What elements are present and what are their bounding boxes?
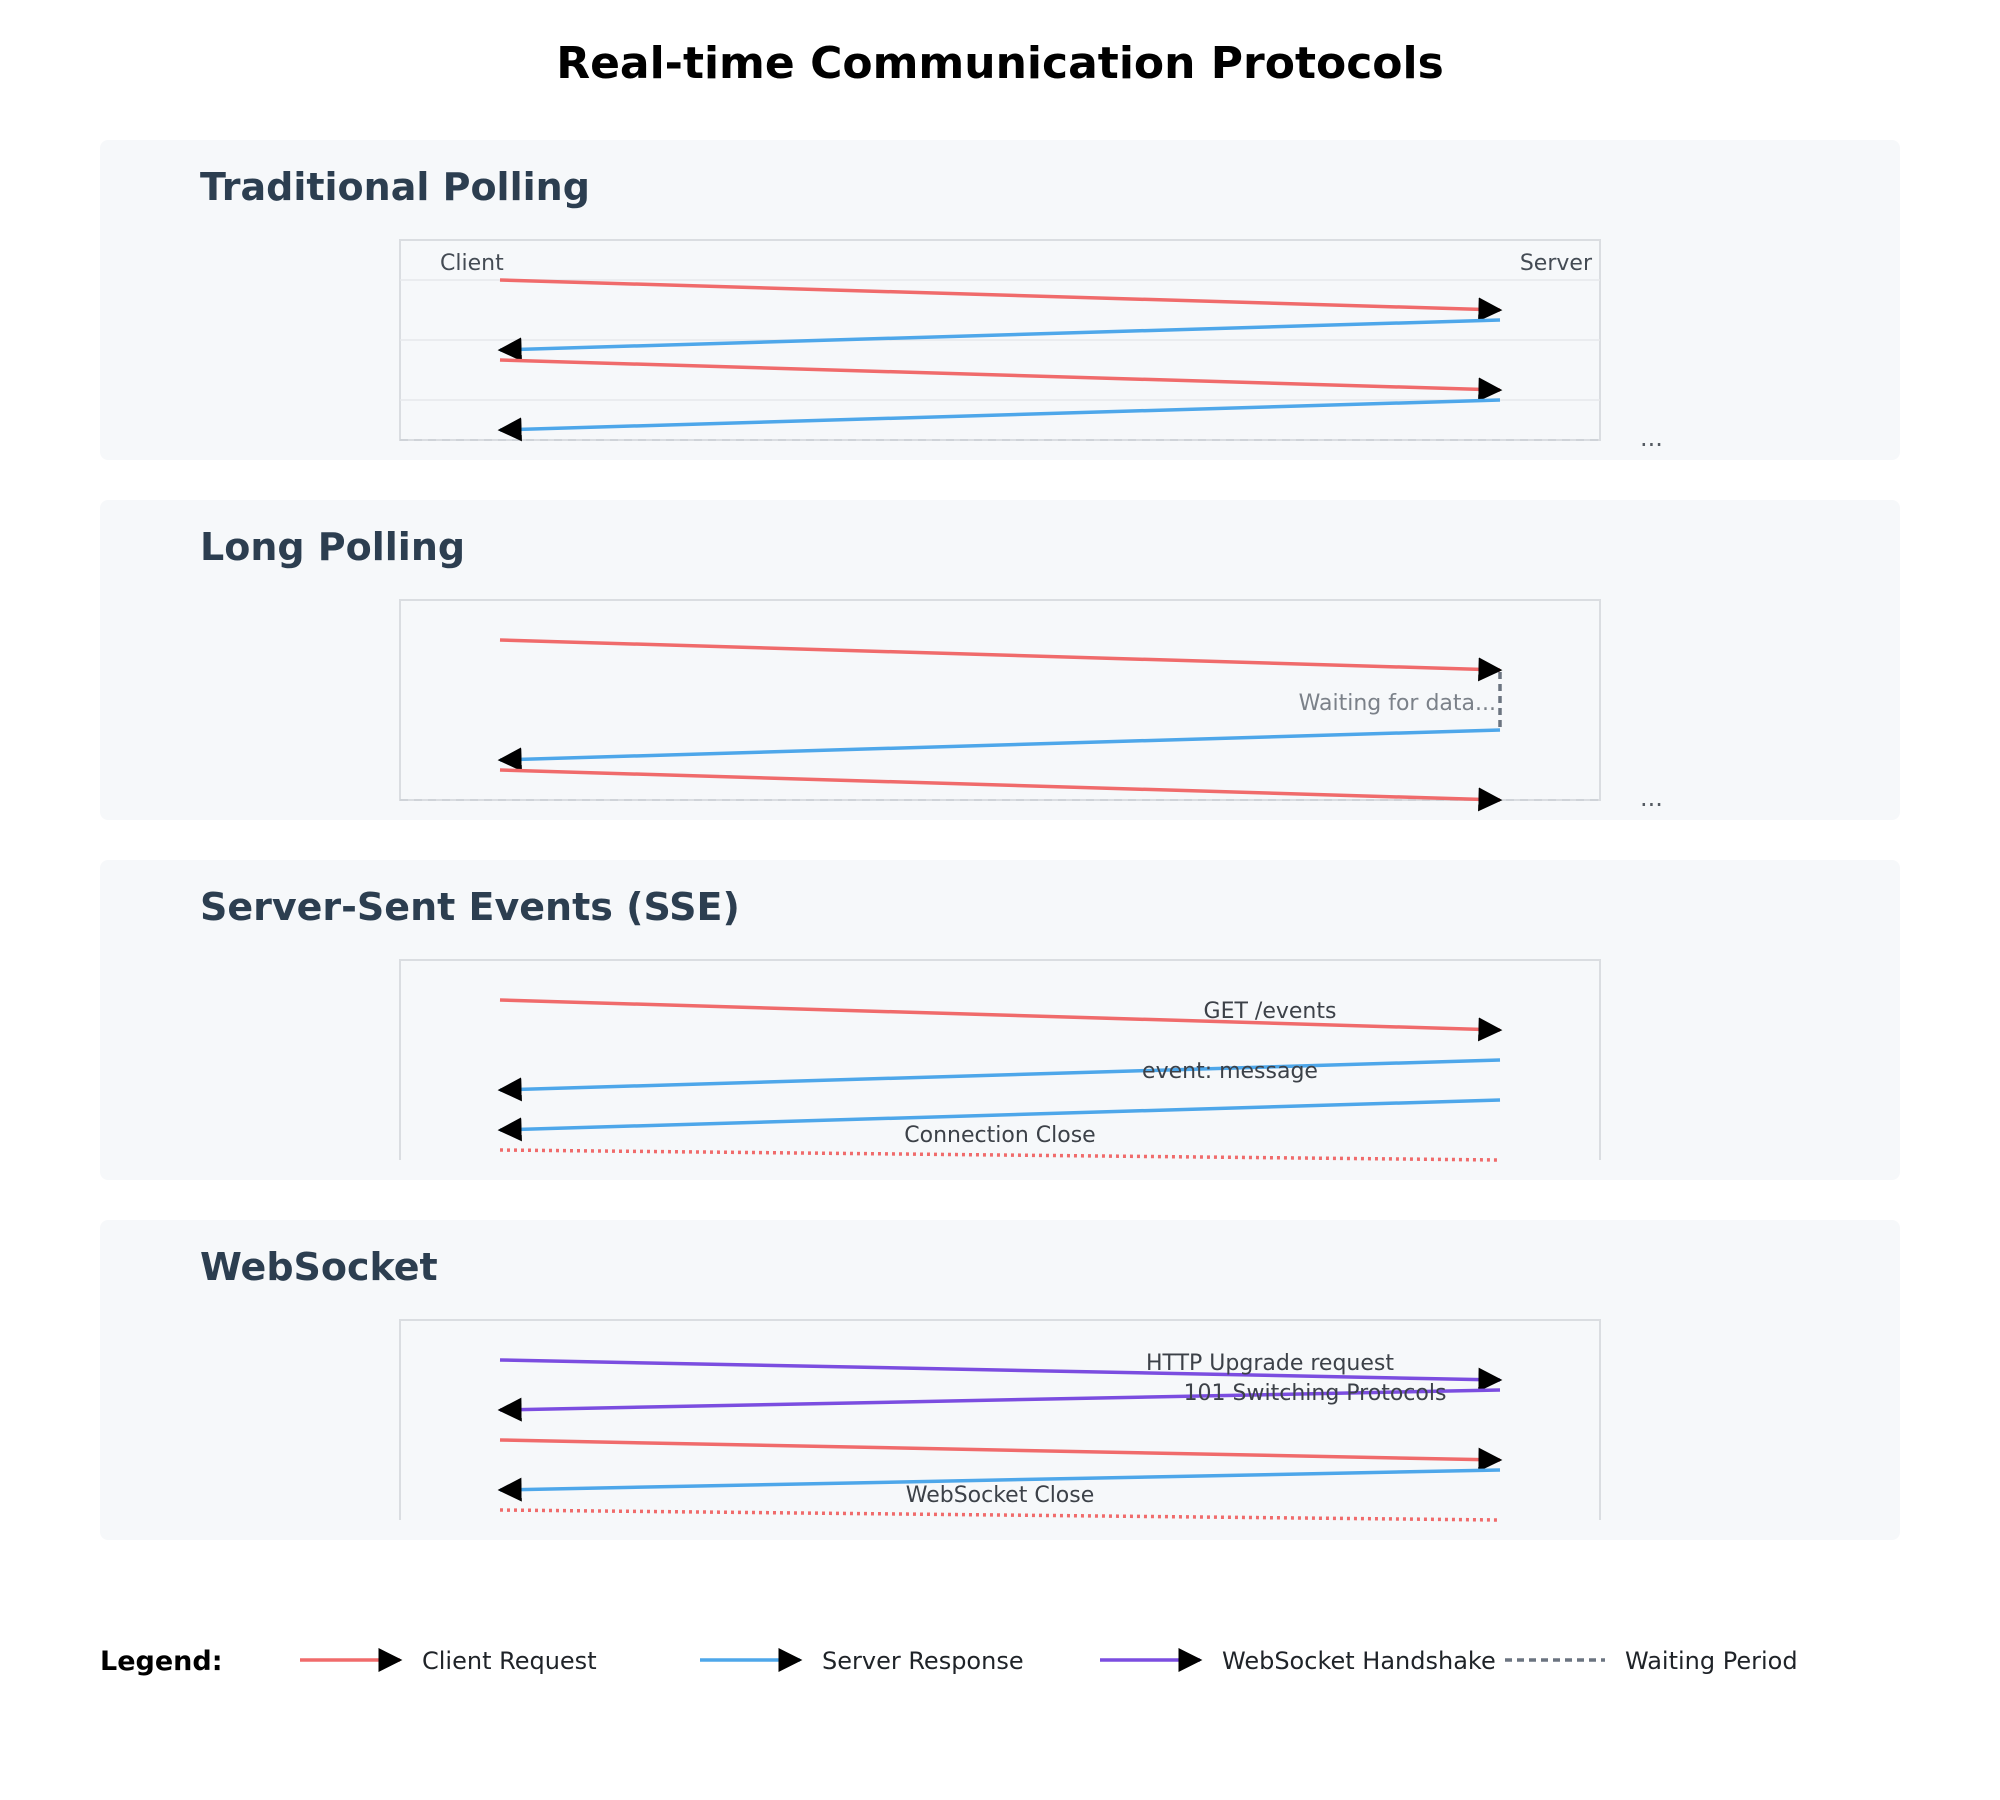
panel-title: Long Polling (200, 525, 465, 569)
waiting-label: Waiting for data... (1299, 691, 1496, 716)
panel-traditional-polling: Traditional Polling Client Server ... (100, 140, 1900, 460)
server-response-arrow (497, 318, 1501, 362)
websocket-handshake-arrow (497, 1388, 1501, 1422)
panel-background (100, 500, 1900, 820)
continuation-ellipsis: ... (1640, 784, 1663, 812)
client-request-arrow (499, 1438, 1503, 1472)
upgrade-request-label: HTTP Upgrade request (1146, 1351, 1394, 1376)
page-title: Real-time Communication Protocols (556, 38, 1444, 89)
panel-title: WebSocket (200, 1245, 438, 1289)
continuation-ellipsis: ... (1640, 424, 1663, 452)
legend-item-websocket-handshake: WebSocket Handshake (1100, 1647, 1496, 1675)
websocket-close-line (499, 1508, 1501, 1522)
request-label: GET /events (1204, 999, 1337, 1024)
server-label: Server (1520, 251, 1593, 276)
sequence-frame (399, 1319, 1601, 1520)
legend-label: Client Request (422, 1647, 597, 1675)
legend-label: WebSocket Handshake (1222, 1647, 1496, 1675)
sequence-frame (399, 959, 1601, 1160)
client-request-arrow (499, 358, 1503, 402)
switching-protocols-label: 101 Switching Protocols (1184, 1381, 1447, 1406)
server-response-arrow (497, 1468, 1501, 1502)
close-label: Connection Close (904, 1123, 1095, 1148)
panel-sse: Server-Sent Events (SSE) GET /events eve… (100, 860, 1900, 1180)
client-request-arrow (499, 998, 1503, 1042)
panel-title: Traditional Polling (200, 165, 590, 209)
panel-background (100, 140, 1900, 460)
server-response-arrow (497, 398, 1501, 442)
legend-item-server-response: Server Response (700, 1647, 1024, 1675)
sequence-frame (399, 599, 1601, 801)
event-label: event: message (1142, 1059, 1318, 1084)
server-response-arrow (497, 1058, 1501, 1102)
close-label: WebSocket Close (906, 1483, 1095, 1508)
client-request-arrow (499, 638, 1503, 682)
legend-label: Server Response (822, 1647, 1024, 1675)
legend-label: Waiting Period (1625, 1647, 1798, 1675)
panel-title: Server-Sent Events (SSE) (200, 885, 740, 929)
server-response-arrow (497, 1098, 1501, 1142)
panel-long-polling: Long Polling Waiting for data... ... (100, 500, 1900, 820)
client-request-arrow (499, 278, 1503, 322)
server-response-arrow (497, 728, 1501, 772)
legend-item-waiting-period: Waiting Period (1505, 1647, 1798, 1675)
client-label: Client (440, 251, 504, 276)
websocket-handshake-arrow (499, 1358, 1503, 1392)
panel-websocket: WebSocket HTTP Upgrade request 101 Switc… (100, 1220, 1900, 1540)
connection-close-line (499, 1148, 1501, 1162)
client-request-arrow (499, 768, 1503, 812)
legend-title: Legend: (100, 1646, 223, 1677)
legend-item-client-request: Client Request (300, 1647, 597, 1675)
legend: Legend: Client Request Server Response W… (100, 1646, 1798, 1677)
